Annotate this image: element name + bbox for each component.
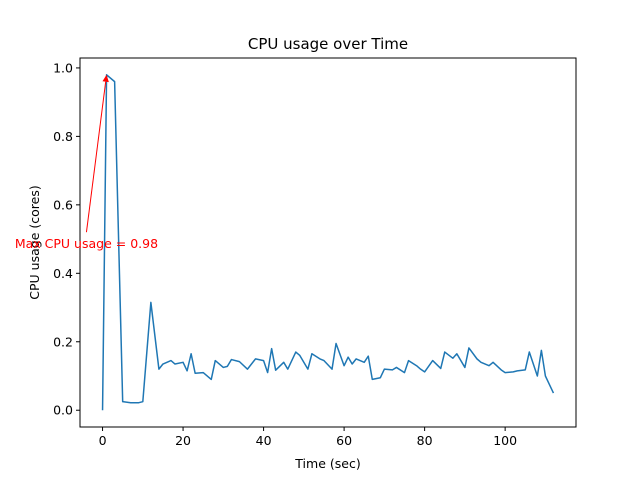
y-tick-label: 1.0 (53, 60, 73, 75)
y-tick-label: 0.2 (53, 334, 73, 349)
x-tick-label: 20 (175, 433, 191, 448)
x-tick-label: 80 (417, 433, 433, 448)
y-axis-label: CPU usage (cores) (27, 185, 42, 299)
series-line-0 (101, 74, 555, 411)
x-tick-label: 100 (493, 433, 517, 448)
x-axis-label: Time (sec) (294, 456, 360, 471)
chart-title: CPU usage over Time (248, 35, 408, 53)
annotation-label: Max CPU usage = 0.98 (15, 236, 158, 251)
x-tick-label: 40 (256, 433, 272, 448)
annotation-arrowhead (102, 74, 109, 83)
annotation-arrow (85, 81, 107, 233)
plot-area-frame (79, 57, 577, 428)
y-tick-label: 0.6 (53, 197, 73, 212)
x-tick-label: 0 (99, 433, 107, 448)
y-tick-label: 0.4 (53, 266, 73, 281)
y-tick-label: 0.8 (53, 129, 73, 144)
y-tick-label: 0.0 (53, 403, 73, 418)
x-tick-label: 60 (336, 433, 352, 448)
